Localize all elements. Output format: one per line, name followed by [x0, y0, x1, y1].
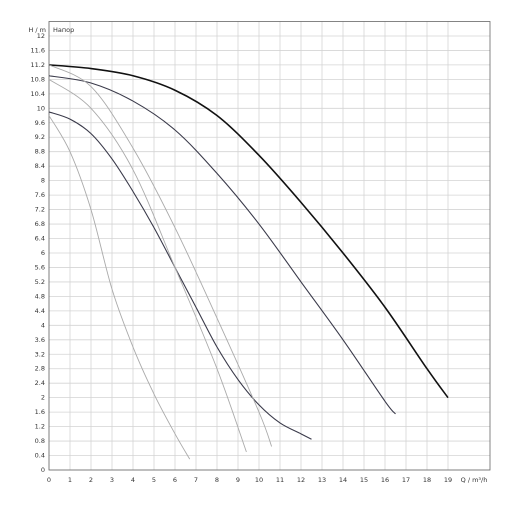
y-tick-label: 3.6 [35, 336, 45, 344]
x-tick-label: 6 [173, 476, 177, 484]
y-tick-label: 8.8 [35, 148, 45, 156]
y-tick-label: 2.4 [35, 379, 45, 387]
y-tick-label: 10.4 [31, 90, 45, 98]
x-tick-label: 17 [402, 476, 410, 484]
x-tick-label: 0 [47, 476, 51, 484]
x-tick-label: 10 [255, 476, 263, 484]
y-tick-label: 12 [37, 32, 45, 40]
x-tick-label: 5 [152, 476, 156, 484]
y-tick-label: 5.2 [35, 278, 45, 286]
x-tick-label: 16 [381, 476, 389, 484]
y-tick-label: 2 [41, 394, 45, 402]
y-tick-label: 11.2 [31, 61, 45, 69]
y-tick-label: 6 [41, 249, 45, 257]
x-tick-label: 12 [297, 476, 305, 484]
y-tick-label: 9.6 [35, 119, 45, 127]
y-tick-label: 0 [41, 466, 45, 474]
y-tick-label: 1.6 [35, 408, 45, 416]
x-tick-label: 19 [444, 476, 452, 484]
y-tick-label: 0.4 [35, 452, 45, 460]
y-tick-label: 8.4 [35, 162, 45, 170]
pump-curve [48, 111, 312, 440]
x-tick-label: 4 [131, 476, 135, 484]
x-tick-label: 15 [360, 476, 368, 484]
x-tick-label: 3 [110, 476, 114, 484]
y-tick-label: 4 [41, 321, 45, 329]
y-tick-label: 0.8 [35, 437, 45, 445]
legend-text: Напор [53, 26, 74, 34]
y-tick-label: 11.6 [31, 46, 45, 54]
x-tick-label: 2 [89, 476, 93, 484]
y-axis-label: H / m [28, 26, 46, 34]
y-tick-label: 4.8 [35, 292, 45, 300]
x-tick-label: 1 [68, 476, 72, 484]
x-tick-label: 9 [236, 476, 240, 484]
plot-frame [48, 21, 491, 471]
y-tick-label: 1.2 [35, 423, 45, 431]
pump-curve [48, 64, 449, 399]
y-tick-label: 6.4 [35, 235, 45, 243]
x-tick-label: 11 [276, 476, 284, 484]
y-tick-label: 6.8 [35, 220, 45, 228]
x-tick-label: 18 [423, 476, 431, 484]
y-tick-label: 8 [41, 177, 45, 185]
y-tick-label: 5.6 [35, 263, 45, 271]
y-tick-label: 7.2 [35, 206, 45, 214]
y-tick-label: 10 [37, 104, 45, 112]
y-tick-label: 10.8 [31, 75, 45, 83]
y-tick-label: 9.2 [35, 133, 45, 141]
y-tick-label: 4.4 [35, 307, 45, 315]
y-tick-label: 7.6 [35, 191, 45, 199]
y-tick-label: 3.2 [35, 350, 45, 358]
x-axis-label: Q / m³/h [461, 476, 488, 484]
pump-curve [48, 79, 247, 453]
pump-curve [48, 75, 396, 415]
pump-curve [48, 64, 273, 447]
x-tick-label: 13 [318, 476, 326, 484]
y-tick-label: 2.8 [35, 365, 45, 373]
x-tick-label: 14 [339, 476, 347, 484]
pump-curve [48, 115, 191, 460]
x-tick-label: 8 [215, 476, 219, 484]
x-tick-label: 7 [194, 476, 198, 484]
